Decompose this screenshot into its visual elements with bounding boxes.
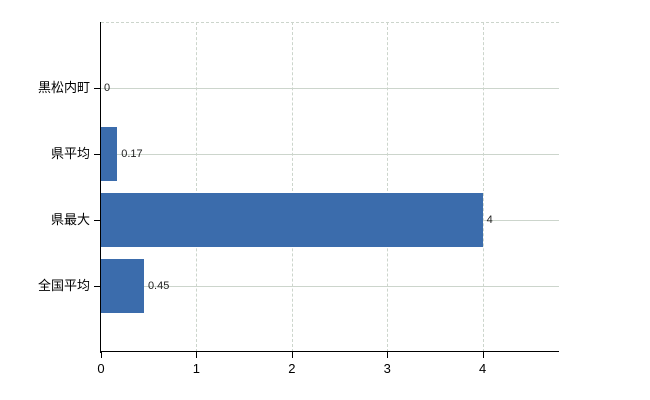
x-tick-label: 3 — [383, 361, 391, 376]
category-label: 県最大 — [50, 212, 90, 227]
category-label: 県平均 — [50, 146, 90, 161]
y-axis-tick — [94, 286, 101, 287]
bar-value-label: 0 — [104, 82, 111, 94]
y-axis-tick — [94, 220, 101, 221]
x-axis-line — [101, 351, 559, 353]
bar — [101, 259, 144, 313]
y-axis-tick — [94, 154, 101, 155]
bar-value-label: 0.17 — [121, 148, 143, 160]
x-axis-tick — [101, 352, 102, 358]
x-tick-label: 4 — [479, 361, 487, 376]
gridline-vertical — [387, 22, 389, 352]
category-label: 黒松内町 — [37, 80, 90, 95]
bar-value-label: 4 — [486, 214, 493, 226]
bar — [101, 127, 118, 181]
x-axis-tick — [291, 352, 293, 358]
x-tick-label: 2 — [288, 361, 296, 376]
plot-top-border — [101, 22, 559, 23]
bar-value-label: 0.45 — [147, 280, 170, 292]
x-axis-tick — [387, 352, 389, 358]
gridline-horizontal — [101, 286, 559, 287]
y-axis-line — [100, 22, 102, 353]
bar — [101, 193, 483, 247]
x-axis-tick — [482, 352, 484, 358]
gridline-vertical — [196, 22, 198, 352]
x-tick-label: 0 — [97, 361, 105, 376]
category-label: 全国平均 — [37, 278, 90, 293]
gridline-horizontal — [101, 154, 559, 155]
gridline-vertical — [482, 22, 484, 352]
x-tick-label: 1 — [192, 361, 201, 376]
x-axis-tick — [196, 352, 198, 358]
gridline-horizontal — [101, 88, 559, 89]
y-axis-tick — [94, 88, 101, 89]
gridline-vertical — [291, 22, 293, 352]
